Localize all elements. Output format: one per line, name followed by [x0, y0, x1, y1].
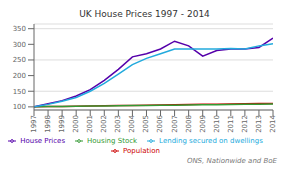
svg-text:2000: 2000 [72, 115, 80, 133]
svg-text:200: 200 [13, 72, 26, 80]
svg-text:250: 250 [13, 56, 26, 64]
svg-text:2007: 2007 [171, 115, 179, 133]
html-text:Housing Stock: Housing Stock [87, 137, 138, 145]
svg-text:2006: 2006 [156, 114, 164, 132]
svg-text:2001: 2001 [86, 115, 94, 133]
html-text:UK House Prices 1997 - 2014: UK House Prices 1997 - 2014 [79, 9, 210, 19]
svg-text:2013: 2013 [255, 115, 263, 133]
svg-text:2009: 2009 [199, 115, 207, 133]
svg-text:2005: 2005 [142, 115, 150, 133]
html-text:Population: Population [123, 147, 160, 155]
svg-text:2004: 2004 [128, 114, 136, 132]
svg-text:1999: 1999 [58, 115, 66, 133]
svg-text:1998: 1998 [44, 115, 52, 133]
svg-text:2014: 2014 [269, 114, 277, 132]
svg-text:2008: 2008 [185, 115, 193, 133]
svg-text:2002: 2002 [100, 115, 108, 133]
svg-text:300: 300 [13, 41, 26, 49]
html-text:ONS, Nationwide and BoE: ONS, Nationwide and BoE [186, 157, 277, 165]
svg-text:350: 350 [13, 25, 26, 33]
html-text:House Prices: House Prices [20, 137, 65, 145]
svg-text:100: 100 [13, 103, 26, 111]
svg-text:2012: 2012 [241, 115, 249, 133]
svg-text:2010: 2010 [213, 115, 221, 133]
svg-text:150: 150 [13, 88, 26, 96]
html-text:Lending secured on dwellings: Lending secured on dwellings [159, 137, 263, 145]
svg-text:2011: 2011 [227, 115, 235, 133]
svg-text:2003: 2003 [114, 115, 122, 133]
svg-text:1997: 1997 [30, 115, 38, 133]
